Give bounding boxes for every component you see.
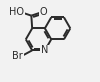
Text: O: O	[40, 7, 48, 17]
Text: HO: HO	[10, 7, 24, 17]
Text: N: N	[41, 45, 49, 55]
Text: Br: Br	[12, 51, 23, 61]
